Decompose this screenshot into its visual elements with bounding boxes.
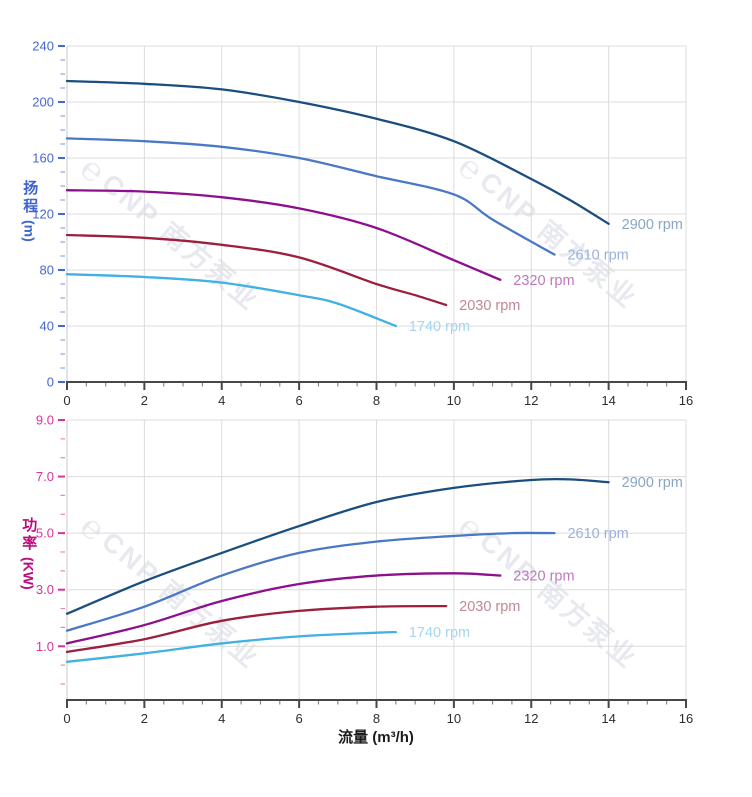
- x-tick-label: 2: [141, 711, 148, 726]
- y-tick-label: 160: [32, 151, 54, 166]
- y-tick-label: 7.0: [36, 469, 54, 484]
- x-tick-label: 14: [601, 711, 615, 726]
- x-tick-label: 12: [524, 711, 538, 726]
- y-tick-label: 40: [40, 319, 54, 334]
- y-tick-label: 1.0: [36, 639, 54, 654]
- x-tick-label: 10: [447, 711, 461, 726]
- x-tick-label: 12: [524, 393, 538, 408]
- head-axis-title: 扬程 (m): [21, 180, 38, 242]
- curve-1740-rpm: [65, 630, 397, 663]
- curve-2030-rpm: [65, 233, 448, 307]
- y-tick-label: 240: [32, 39, 54, 54]
- curve-label-2610-rpm: 2610 rpm: [567, 526, 628, 542]
- x-axis-title: 流量 (m³/h): [338, 729, 414, 746]
- curve-label-2900-rpm: 2900 rpm: [622, 217, 683, 233]
- curve-2030-rpm: [65, 604, 448, 654]
- x-tick-label: 16: [679, 393, 693, 408]
- x-tick-label: 6: [296, 393, 303, 408]
- y-tick-label: 9.0: [36, 413, 54, 428]
- y-tick-label: 200: [32, 95, 54, 110]
- x-tick-label: 10: [447, 393, 461, 408]
- curve-label-2320-rpm: 2320 rpm: [513, 569, 574, 585]
- y-tick-label: 120: [32, 207, 54, 222]
- x-tick-label: 2: [141, 393, 148, 408]
- curve-2610-rpm: [65, 137, 556, 256]
- x-tick-label: 16: [679, 711, 693, 726]
- curve-2900-rpm: [65, 477, 610, 615]
- y-tick-label: 3.0: [36, 582, 54, 597]
- power-axis-title-unit: (KW): [20, 557, 37, 590]
- x-tick-label: 0: [63, 711, 70, 726]
- curve-2900-rpm: [65, 79, 610, 225]
- x-tick-label: 8: [373, 711, 380, 726]
- x-tick-label: 4: [218, 393, 225, 408]
- y-tick-label: 0: [47, 375, 54, 390]
- y-tick-label: 80: [40, 263, 54, 278]
- x-tick-label: 14: [601, 393, 615, 408]
- curve-label-1740-rpm: 1740 rpm: [409, 319, 470, 335]
- x-tick-label: 6: [296, 711, 303, 726]
- head-axis-title-unit: (m): [21, 220, 38, 242]
- curve-label-1740-rpm: 1740 rpm: [409, 625, 470, 641]
- power-axis-title-text: 功率: [20, 517, 38, 553]
- curve-2320-rpm: [65, 572, 502, 645]
- curve-label-2030-rpm: 2030 rpm: [459, 599, 520, 615]
- x-tick-label: 0: [63, 393, 70, 408]
- curve-label-2320-rpm: 2320 rpm: [513, 273, 574, 289]
- curve-label-2030-rpm: 2030 rpm: [459, 298, 520, 314]
- x-tick-label: 8: [373, 393, 380, 408]
- y-tick-label: 5.0: [36, 526, 54, 541]
- power-axis-title: 功率 (KW): [20, 517, 37, 590]
- curve-2610-rpm: [65, 531, 556, 632]
- curve-2320-rpm: [65, 189, 502, 281]
- x-tick-label: 4: [218, 711, 225, 726]
- head-axis-title-text: 扬程: [21, 180, 39, 216]
- curve-label-2900-rpm: 2900 rpm: [622, 475, 683, 491]
- curve-1740-rpm: [65, 273, 397, 328]
- curve-label-2610-rpm: 2610 rpm: [567, 248, 628, 264]
